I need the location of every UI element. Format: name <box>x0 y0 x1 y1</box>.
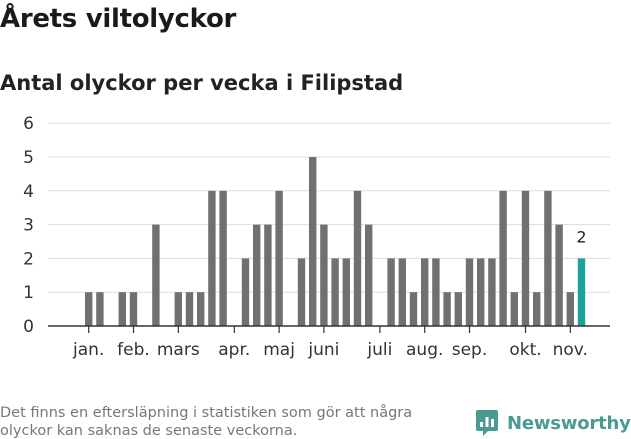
bar-week-2 <box>85 292 93 326</box>
footnote: Det finns en eftersläpning i statistiken… <box>0 405 413 439</box>
x-tick-label: maj <box>263 340 295 360</box>
bar-week-33 <box>432 258 440 326</box>
x-tick-label: juli <box>366 340 392 360</box>
y-tick-label: 0 <box>23 317 34 337</box>
x-axis: jan. feb. mars apr. maj juni juli aug. sep. okt. n… <box>48 325 610 360</box>
bar-week-18 <box>264 224 272 326</box>
bar-week-41 <box>521 190 530 326</box>
bar-week-23 <box>320 224 328 326</box>
bar-week-37 <box>477 258 485 326</box>
bar-week-38 <box>488 258 496 326</box>
bar-week-29 <box>387 258 395 326</box>
bar-week-34 <box>443 292 451 326</box>
bar-week-22 <box>309 157 317 326</box>
bar-week-27 <box>365 224 373 326</box>
bar-week-19 <box>275 190 283 326</box>
x-tick-label: apr. <box>218 340 250 360</box>
y-axis: 0 1 2 3 4 5 6 <box>23 114 34 337</box>
bar-week-31 <box>409 292 418 326</box>
y-tick-label: 1 <box>23 283 34 303</box>
bar-week-24 <box>331 258 339 326</box>
bar-week-32 <box>421 258 429 326</box>
bar-week-40 <box>510 292 518 326</box>
bar-week-8 <box>152 224 160 326</box>
bar-week-21 <box>297 258 306 326</box>
x-tick-label: sep. <box>452 340 488 360</box>
bar-week-35 <box>454 292 462 326</box>
y-tick-label: 3 <box>23 216 34 236</box>
bar-week-42 <box>533 292 541 326</box>
bar-week-26 <box>353 190 362 326</box>
y-tick-label: 2 <box>23 249 34 269</box>
bar-week-36 <box>465 258 474 326</box>
bar-week-46 <box>577 258 586 326</box>
bar-week-43 <box>544 190 552 326</box>
bar-week-3 <box>96 292 104 326</box>
bar-week-16 <box>241 258 250 326</box>
bar-week-6 <box>129 292 138 326</box>
y-tick-label: 4 <box>23 182 34 202</box>
bar-week-45 <box>566 292 574 326</box>
x-tick-label: feb. <box>117 340 150 360</box>
brand-name: Newsworthy <box>507 412 631 434</box>
data-labels: 2 <box>576 227 586 246</box>
bar-week-25 <box>342 258 350 326</box>
newsworthy-logo[interactable]: Newsworthy <box>475 407 631 439</box>
bar-week-44 <box>555 224 563 326</box>
bar-week-11 <box>185 292 194 326</box>
bar-week-10 <box>174 292 182 326</box>
newsworthy-icon <box>476 410 498 436</box>
bar-week-13 <box>208 190 216 326</box>
y-tick-label: 5 <box>23 148 34 168</box>
chart-title: Årets viltolyckor <box>0 4 237 34</box>
bar-week-39 <box>499 190 507 326</box>
y-tick-label: 6 <box>23 114 34 134</box>
bar-week-14 <box>219 190 227 326</box>
gridlines <box>48 122 610 293</box>
x-tick-label: nov. <box>553 340 588 360</box>
bar-week-17 <box>253 224 261 326</box>
bar-week-5 <box>118 292 126 326</box>
x-tick-label: jan. <box>72 340 104 360</box>
bar-chart: 0 1 2 3 4 5 6 jan. feb. mars apr. maj juni juli aug. s… <box>23 114 610 360</box>
x-tick-label: okt. <box>509 340 541 360</box>
data-label: 2 <box>576 227 586 246</box>
x-tick-label: juni <box>307 340 339 360</box>
x-tick-label: mars <box>157 340 200 360</box>
bar-week-12 <box>197 292 205 326</box>
chart-subtitle: Antal olyckor per vecka i Filipstad <box>0 71 404 95</box>
bar-week-30 <box>398 258 406 326</box>
x-tick-label: aug. <box>406 340 443 360</box>
bars <box>85 157 586 326</box>
